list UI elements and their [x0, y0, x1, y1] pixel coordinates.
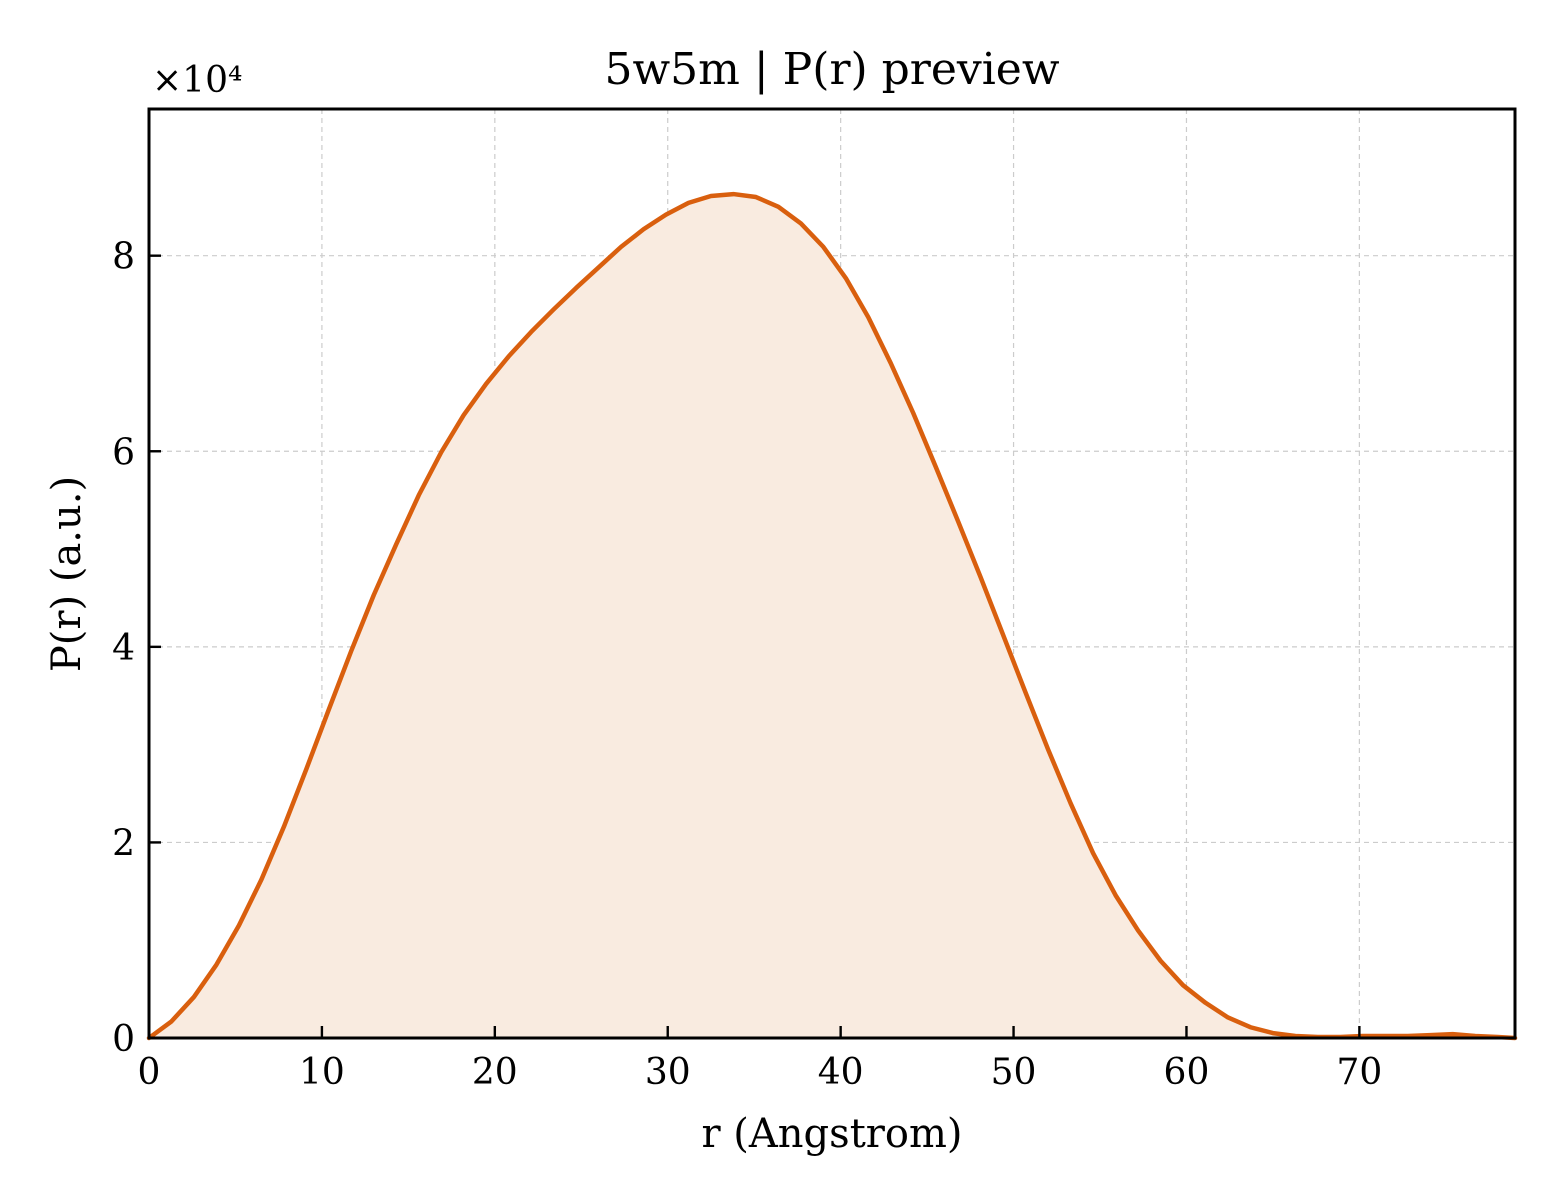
x-tick-label: 20 [472, 1052, 518, 1093]
x-tick-label: 60 [1164, 1052, 1210, 1093]
x-tick-label: 40 [818, 1052, 864, 1093]
ticks: 0 10 20 30 40 50 60 70 0 2 4 6 8 [112, 237, 1382, 1093]
x-axis-label: r (Angstrom) [701, 1111, 962, 1157]
y-tick-label: 6 [112, 432, 135, 473]
x-tick-label: 50 [991, 1052, 1037, 1093]
y-axis-label: P(r) (a.u.) [44, 476, 90, 672]
x-tick-label: 10 [299, 1052, 345, 1093]
y-tick-label: 2 [112, 823, 135, 864]
chart-title: 5w5m | P(r) preview [605, 44, 1060, 95]
x-tick-label: 70 [1336, 1052, 1382, 1093]
x-tick-label: 30 [645, 1052, 691, 1093]
y-offset-label: ×10⁴ [152, 60, 242, 101]
area-fill [149, 194, 1515, 1038]
plot-frame [147, 107, 1517, 1040]
x-tick-label: 0 [138, 1052, 161, 1093]
y-tick-label: 4 [112, 628, 135, 669]
y-tick-label: 8 [112, 237, 135, 278]
series-line [146, 191, 1518, 1041]
y-tick-label: 0 [112, 1019, 135, 1060]
